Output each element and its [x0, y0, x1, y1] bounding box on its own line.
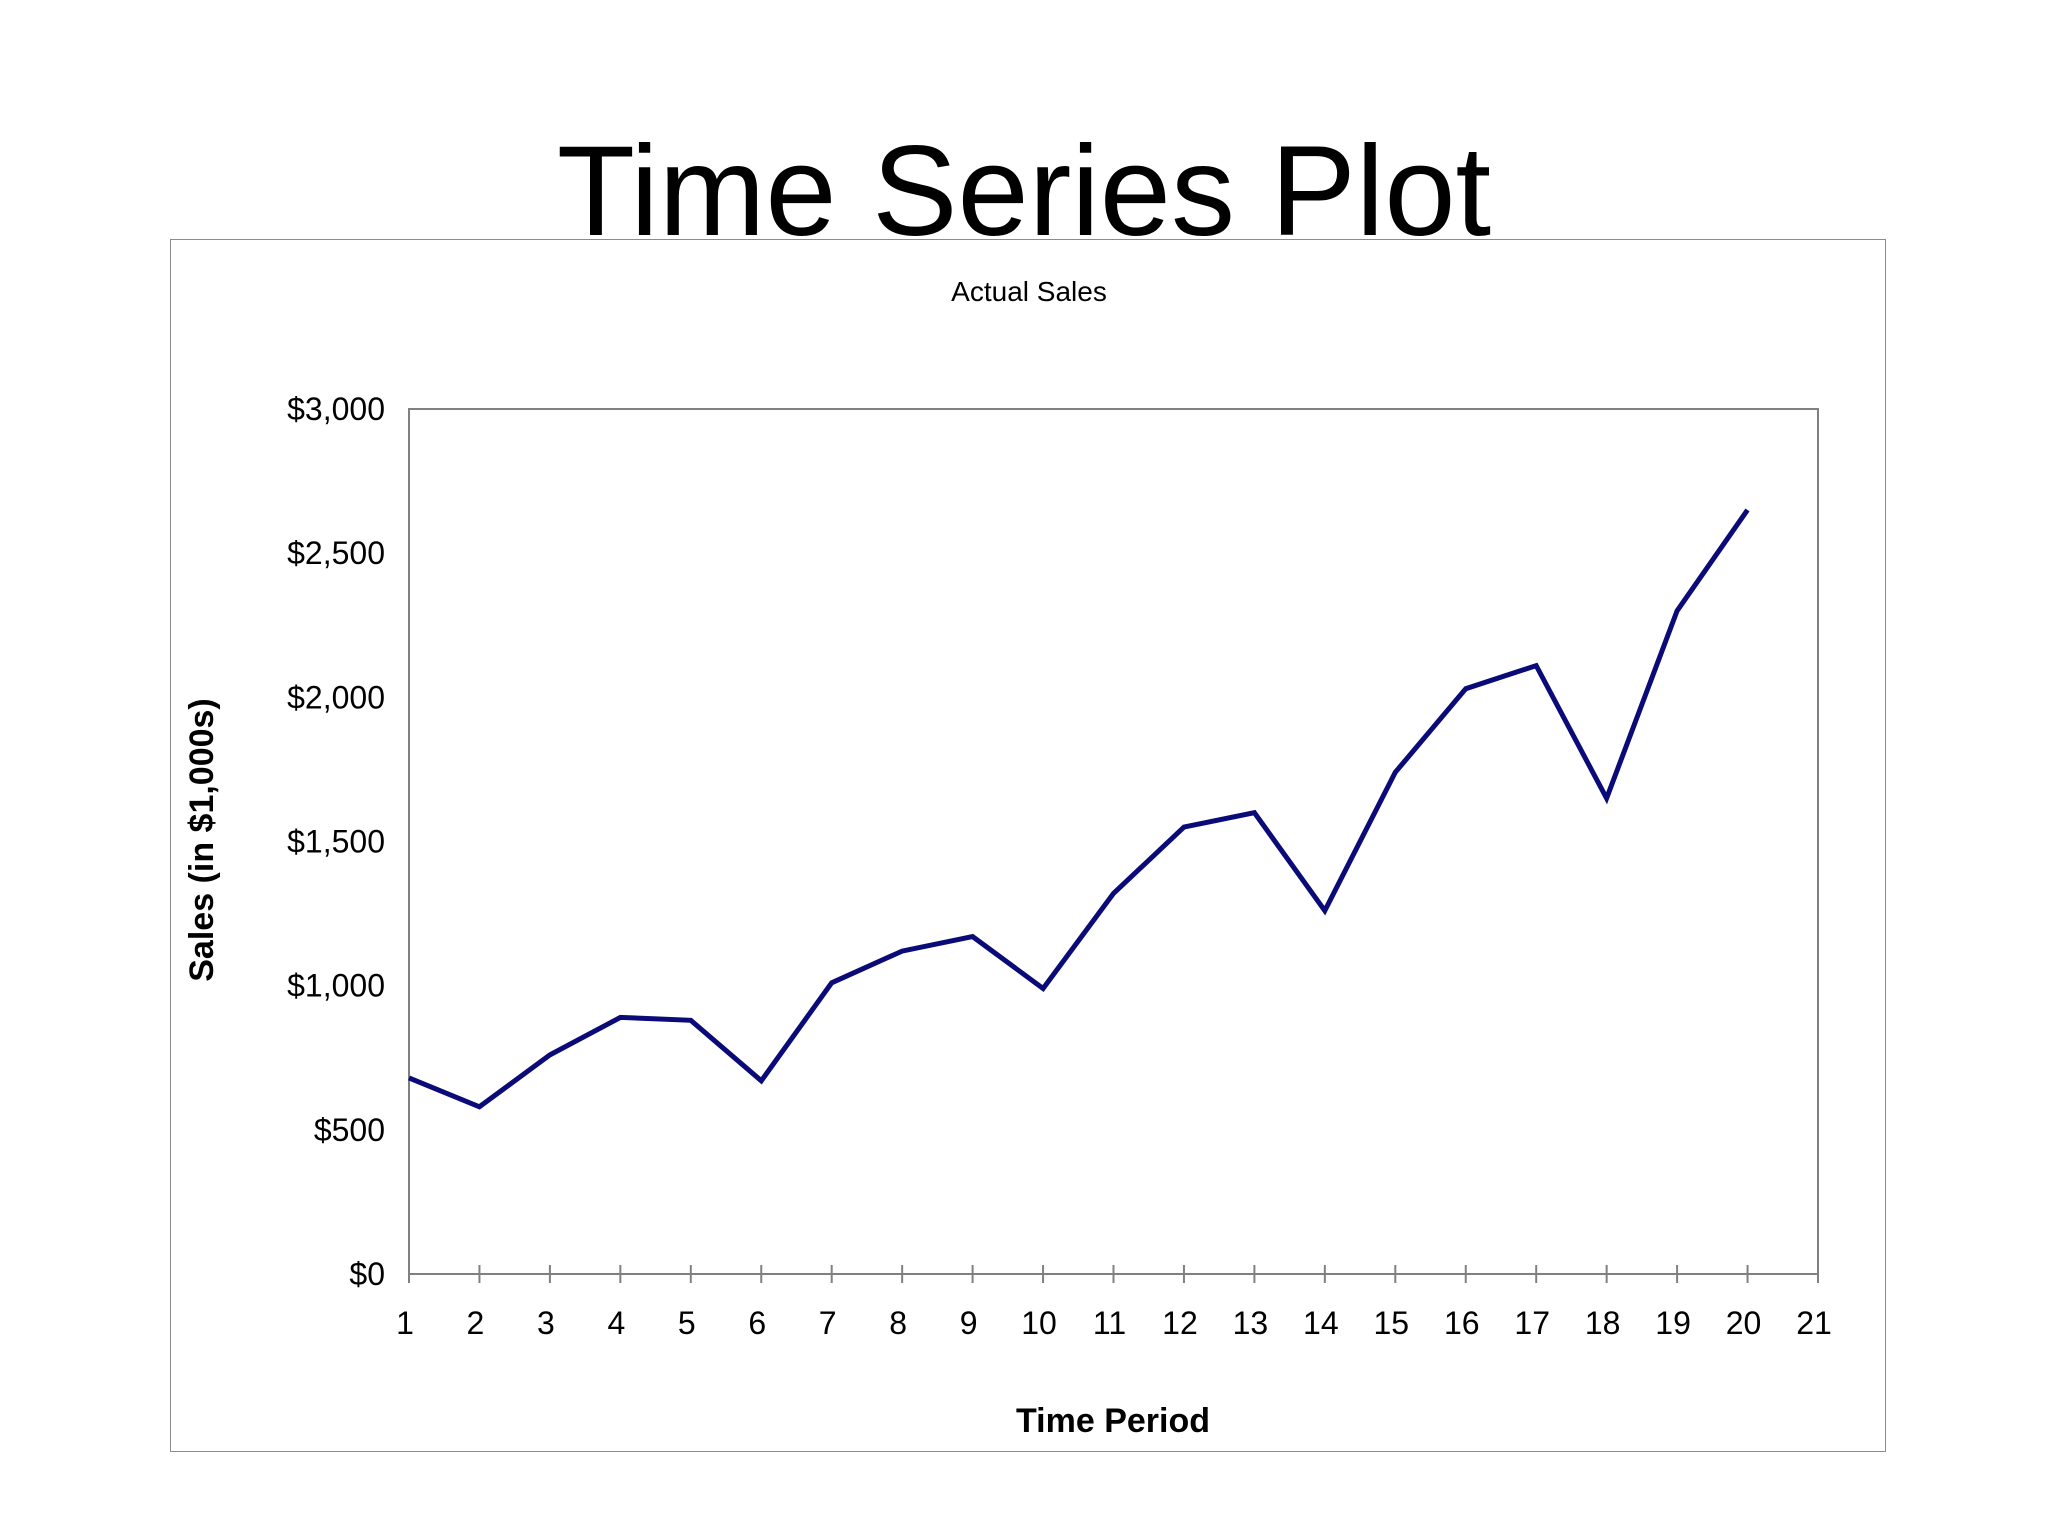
y-axis-title: Sales (in $1,000s): [183, 698, 221, 982]
plot-area: [408, 408, 1819, 1275]
x-tick-label: 12: [1162, 1305, 1198, 1341]
chart-frame: Actual Sales $0 $500 $1,000 $1,500 $2,000 $2,…: [170, 239, 1886, 1452]
y-tick-label: $3,000: [287, 391, 385, 427]
x-tick-label: 18: [1585, 1305, 1621, 1341]
x-tick-label: 4: [607, 1305, 625, 1341]
x-tick-label: 11: [1093, 1305, 1126, 1341]
x-tick-label: 1: [396, 1305, 414, 1341]
y-tick-label: $1,000: [287, 968, 385, 1004]
x-tick-label: 13: [1233, 1305, 1269, 1341]
y-tick-label: $500: [314, 1112, 385, 1148]
y-tick-label: $2,000: [287, 679, 385, 715]
line-chart: Actual Sales $0 $500 $1,000 $1,500 $2,000 $2,…: [183, 276, 1832, 1440]
x-tick-label: 21: [1796, 1305, 1832, 1341]
x-tick-label: 10: [1021, 1305, 1057, 1341]
y-tick-label: $2,500: [287, 535, 385, 571]
x-axis: 1 2 3 4 5 6 7 8 9 10 11 12 13 14 15 16 17 18 19 20 21: [396, 1265, 1832, 1341]
x-tick-label: 9: [960, 1305, 978, 1341]
y-tick-label: $0: [349, 1256, 385, 1292]
series-layer: [408, 508, 1750, 1110]
x-tick-label: 19: [1655, 1305, 1691, 1341]
x-tick-label: 14: [1303, 1305, 1339, 1341]
x-axis-title: Time Period: [1016, 1402, 1210, 1440]
x-tick-label: 5: [678, 1305, 696, 1341]
x-tick-label: 15: [1374, 1305, 1410, 1341]
x-tick-label: 3: [537, 1305, 555, 1341]
x-tick-label: 17: [1514, 1305, 1550, 1341]
series-line: [408, 508, 1750, 1110]
y-tick-label: $1,500: [287, 824, 385, 860]
y-axis: $0 $500 $1,000 $1,500 $2,000 $2,500 $3,000: [287, 391, 385, 1292]
x-tick-label: 8: [889, 1305, 907, 1341]
x-tick-label: 2: [467, 1305, 485, 1341]
x-tick-label: 7: [819, 1305, 837, 1341]
x-tick-label: 20: [1726, 1305, 1762, 1341]
x-tick-label: 16: [1444, 1305, 1480, 1341]
x-tick-label: 6: [748, 1305, 766, 1341]
chart-title: Actual Sales: [951, 276, 1107, 307]
slide-title: Time Series Plot: [556, 120, 1492, 263]
